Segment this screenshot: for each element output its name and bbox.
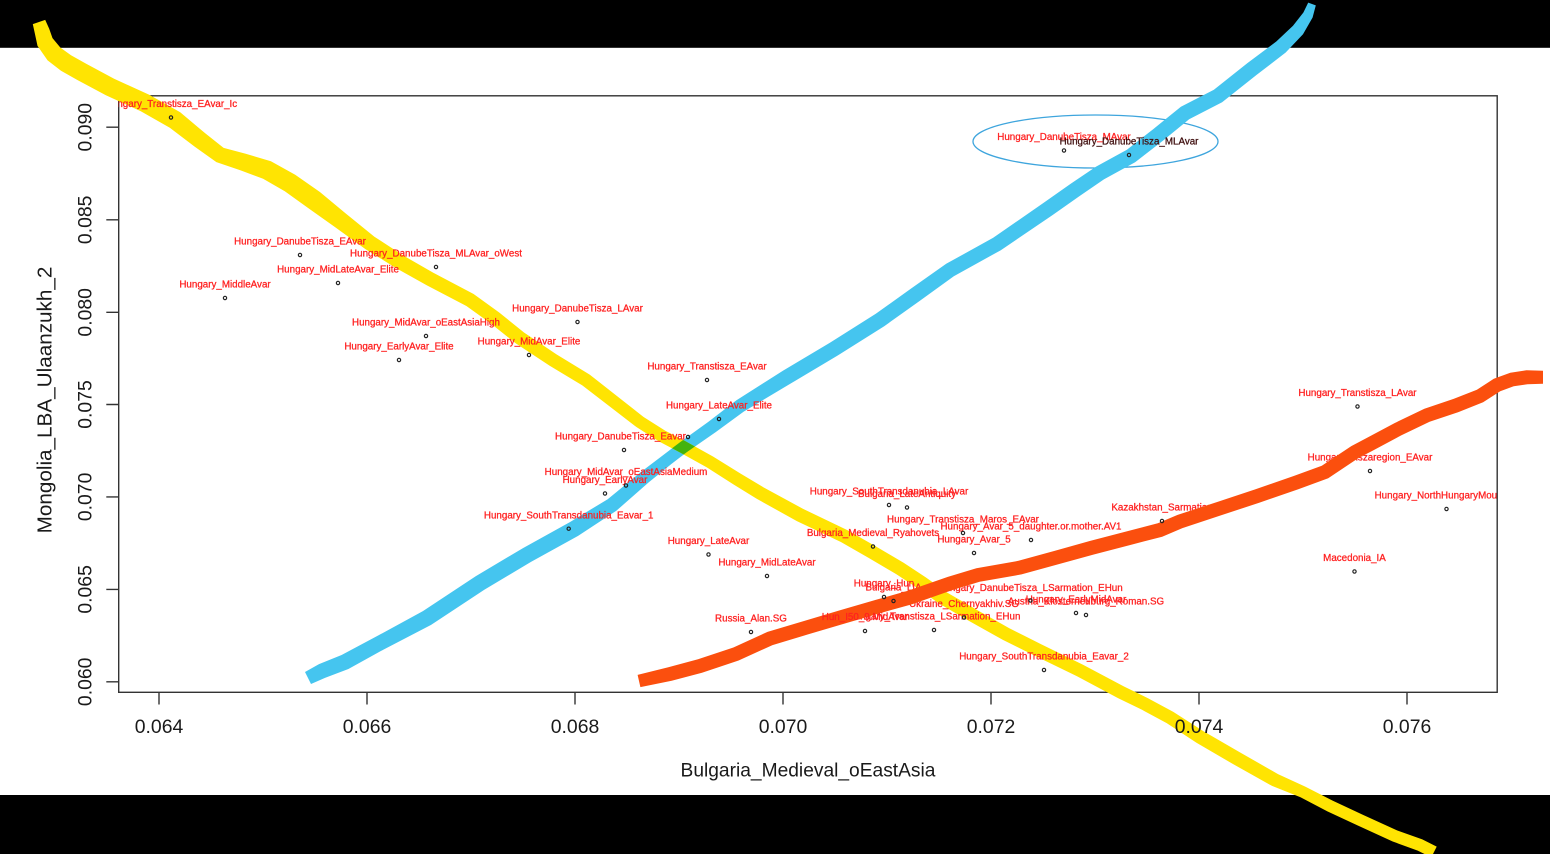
svg-text:Hungary_NorthHungaryMountain: Hungary_NorthHungaryMountain <box>1375 491 1519 502</box>
svg-text:Hungary_SouthTransdanubia_LAva: Hungary_SouthTransdanubia_LAvar <box>810 487 969 498</box>
svg-text:Hungary_LateAvar: Hungary_LateAvar <box>668 536 750 547</box>
svg-text:Hungary_DanubeTisza_Eavar: Hungary_DanubeTisza_Eavar <box>555 432 687 443</box>
svg-text:Hungary_MidAvar_oEastAsiaMediu: Hungary_MidAvar_oEastAsiaMedium <box>545 467 708 478</box>
svg-text:0.075: 0.075 <box>75 380 97 429</box>
svg-text:Hungary_DanubeTisza_MLAvar_oWe: Hungary_DanubeTisza_MLAvar_oWest <box>350 249 522 260</box>
svg-text:0.076: 0.076 <box>1383 716 1432 738</box>
svg-text:Hungary_EarlyAvar: Hungary_EarlyAvar <box>563 475 649 486</box>
svg-text:Macedonia_IA: Macedonia_IA <box>1323 553 1386 564</box>
svg-text:Hungary_SouthTransdanubia_Eava: Hungary_SouthTransdanubia_Eavar_2 <box>959 652 1129 663</box>
svg-text:0.060: 0.060 <box>75 657 97 706</box>
svg-text:Austria_Klosterneuburg_Roman.S: Austria_Klosterneuburg_Roman.SG <box>1008 597 1164 608</box>
svg-text:Hungary_MidAvar_oEastAsiaHigh: Hungary_MidAvar_oEastAsiaHigh <box>352 318 500 329</box>
svg-text:Hun_I50_9.MidAvar: Hun_I50_9.MidAvar <box>822 612 909 623</box>
svg-text:Hungary_MiddleAvar: Hungary_MiddleAvar <box>179 280 271 291</box>
svg-text:0.068: 0.068 <box>551 716 600 738</box>
svg-text:Hungary_Avar_5_daughter.or.mot: Hungary_Avar_5_daughter.or.mother.AV1 <box>940 522 1121 533</box>
svg-text:Hungary_MidAvar_Elite: Hungary_MidAvar_Elite <box>478 337 581 348</box>
svg-text:0.072: 0.072 <box>967 716 1016 738</box>
svg-text:Ukraine_Chernyakhiv.SG: Ukraine_Chernyakhiv.SG <box>909 599 1019 610</box>
svg-text:Hungary_MidLateAvar: Hungary_MidLateAvar <box>718 558 816 569</box>
svg-text:Hungary_EarlyMidAvar: Hungary_EarlyMidAvar <box>1026 595 1127 606</box>
svg-text:0.070: 0.070 <box>75 472 97 521</box>
svg-text:Russia_Alan.SG: Russia_Alan.SG <box>715 614 787 625</box>
svg-text:Hungary_Avar_5: Hungary_Avar_5 <box>937 535 1011 546</box>
svg-text:Hungary_DanubeTisza_EAvar: Hungary_DanubeTisza_EAvar <box>234 237 367 248</box>
svg-text:0.090: 0.090 <box>75 103 97 152</box>
svg-text:Hungary_Transtisza_EAvar_Ic: Hungary_Transtisza_EAvar_Ic <box>105 99 237 110</box>
svg-text:Hungary_DanubeTisza_MAvar: Hungary_DanubeTisza_MAvar <box>997 132 1131 143</box>
svg-text:Hungary_DanubeTisza_LSarmation: Hungary_DanubeTisza_LSarmation_EHun <box>937 583 1122 594</box>
svg-text:0.085: 0.085 <box>75 196 97 245</box>
svg-text:Hungary_Transtisza_EAvar: Hungary_Transtisza_EAvar <box>647 362 767 373</box>
svg-text:0.070: 0.070 <box>759 716 808 738</box>
svg-text:Hungary_LateAvar_Elite: Hungary_LateAvar_Elite <box>666 401 773 412</box>
svg-text:Bulgaria_Medieval_Ryahovets: Bulgaria_Medieval_Ryahovets <box>807 528 939 539</box>
svg-text:Hungary_DanubeTisza_MLAvar: Hungary_DanubeTisza_MLAvar <box>1060 137 1200 148</box>
svg-text:Kazakhstan_Sarmatian: Kazakhstan_Sarmatian <box>1111 503 1212 514</box>
svg-text:0.074: 0.074 <box>1175 716 1224 738</box>
svg-text:Bulgaria_LateAntiquity: Bulgaria_LateAntiquity <box>858 489 956 500</box>
svg-text:Hungary_EarlyAvar_Elite: Hungary_EarlyAvar_Elite <box>344 342 454 353</box>
svg-text:0.064: 0.064 <box>135 716 184 738</box>
svg-text:Bulgaria_Medieval_oEastAsia: Bulgaria_Medieval_oEastAsia <box>681 761 936 782</box>
svg-text:Hungary_Transtisza_Maros_EAvar: Hungary_Transtisza_Maros_EAvar <box>887 515 1040 526</box>
svg-text:Hungary_MidLateAvar_Elite: Hungary_MidLateAvar_Elite <box>277 265 399 276</box>
svg-text:Bulgaria_LIA: Bulgaria_LIA <box>865 583 922 594</box>
svg-text:Mongolia_LBA_Ulaanzukh_2: Mongolia_LBA_Ulaanzukh_2 <box>34 267 57 534</box>
svg-text:0.080: 0.080 <box>75 288 97 337</box>
svg-text:Hungary_Transtisza_LSarmation_: Hungary_Transtisza_LSarmation_EHun <box>848 612 1021 623</box>
svg-text:0.065: 0.065 <box>75 565 97 614</box>
svg-text:Hungary_Hun: Hungary_Hun <box>854 579 914 590</box>
svg-text:Hungary_SouthTransdanubia_Eava: Hungary_SouthTransdanubia_Eavar_1 <box>484 510 654 521</box>
svg-text:Hungary_DanubeTisza_LAvar: Hungary_DanubeTisza_LAvar <box>512 304 643 315</box>
svg-text:0.066: 0.066 <box>343 716 392 738</box>
svg-text:Hungary_Tiszaregion_EAvar: Hungary_Tiszaregion_EAvar <box>1308 453 1433 464</box>
svg-text:Hungary_Transtisza_LAvar: Hungary_Transtisza_LAvar <box>1298 388 1417 399</box>
